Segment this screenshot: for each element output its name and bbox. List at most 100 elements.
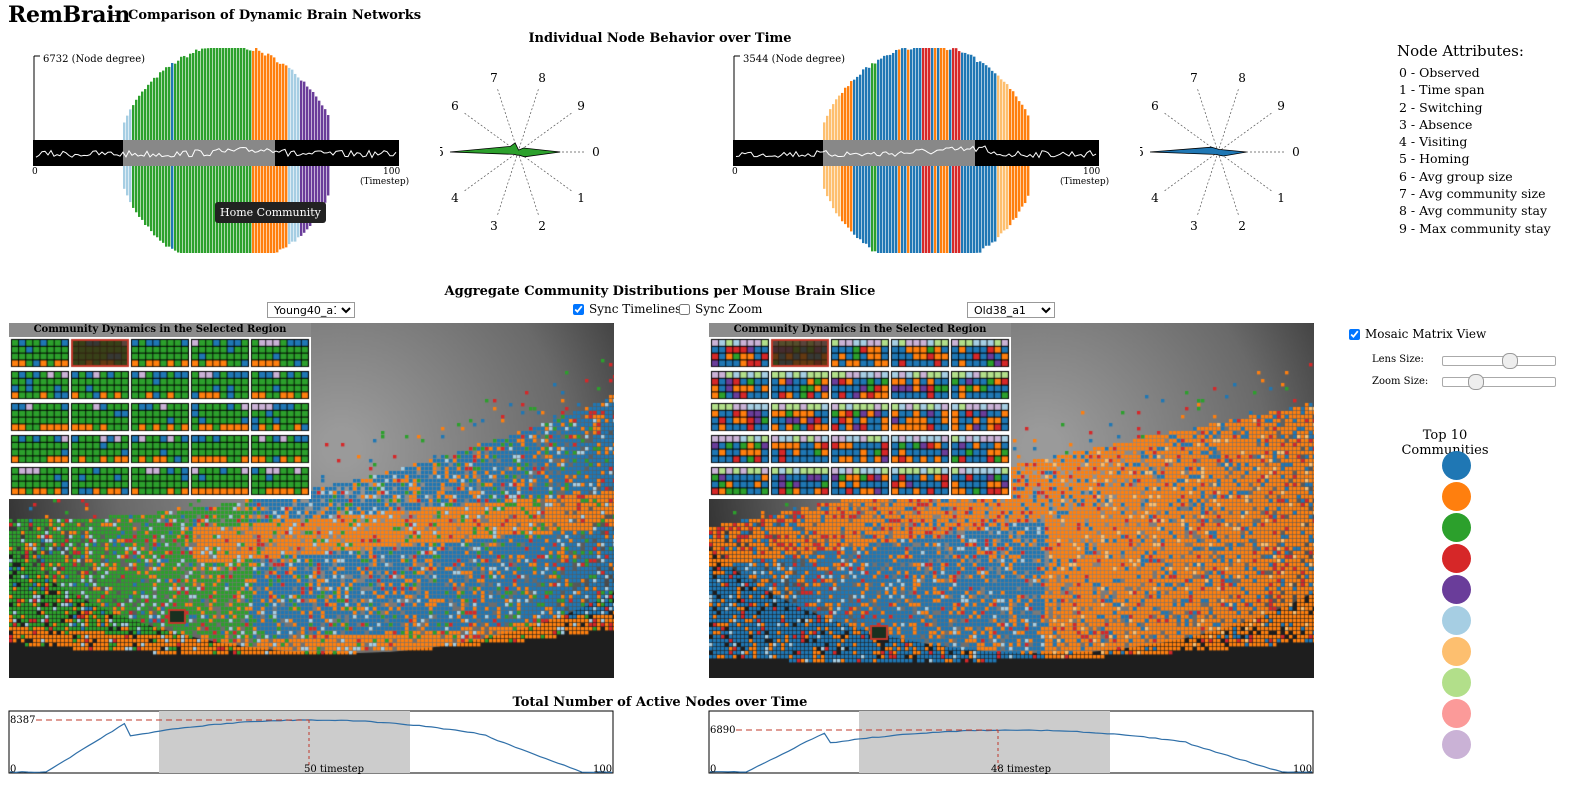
degree-bar bbox=[835, 166, 838, 214]
degree-bar bbox=[889, 166, 892, 253]
degree-bar bbox=[916, 48, 919, 140]
left-active-x-end: 100 bbox=[593, 764, 613, 775]
right-mosaic-panel: Community Dynamics in the Selected Regio… bbox=[709, 323, 1011, 499]
degree-bar bbox=[961, 166, 964, 253]
degree-bar bbox=[132, 166, 135, 208]
degree-bar bbox=[946, 166, 949, 253]
degree-bar bbox=[201, 48, 204, 140]
community-dot-8[interactable] bbox=[1442, 668, 1471, 697]
left-active-nodes-chart[interactable] bbox=[8, 710, 616, 776]
degree-bar bbox=[838, 166, 841, 217]
degree-bar bbox=[958, 51, 961, 140]
degree-bar bbox=[940, 166, 943, 253]
community-dot-1[interactable] bbox=[1442, 451, 1471, 480]
radar-axis-label: 6 bbox=[451, 99, 459, 113]
degree-bar bbox=[156, 77, 159, 140]
degree-bar bbox=[132, 105, 135, 140]
degree-bar bbox=[967, 54, 970, 140]
degree-bar bbox=[300, 166, 303, 236]
degree-bar bbox=[886, 55, 889, 141]
mosaic-matrix-view-input[interactable] bbox=[1349, 328, 1360, 340]
degree-bar bbox=[907, 166, 910, 253]
lens-size-slider[interactable] bbox=[1442, 353, 1556, 369]
degree-bar bbox=[198, 166, 201, 253]
degree-bar bbox=[237, 48, 240, 140]
left-brain-slice-view[interactable]: Community Dynamics in the Selected Regio… bbox=[9, 323, 614, 678]
degree-bar bbox=[862, 166, 865, 244]
community-dot-9[interactable] bbox=[1442, 699, 1471, 728]
active-nodes-brush[interactable] bbox=[859, 711, 1110, 773]
degree-bar bbox=[315, 96, 318, 140]
zoom-size-knob[interactable] bbox=[1467, 374, 1484, 390]
degree-bar bbox=[168, 66, 171, 140]
degree-bar bbox=[300, 80, 303, 140]
community-dot-4[interactable] bbox=[1442, 544, 1471, 573]
attr-item: 2 - Switching bbox=[1399, 99, 1483, 115]
left-mosaic-panel: Community Dynamics in the Selected Regio… bbox=[9, 323, 311, 499]
radar-axis-label: 8 bbox=[1238, 71, 1246, 85]
degree-bar bbox=[844, 87, 847, 140]
right-max-degree-label: 3544 (Node degree) bbox=[743, 54, 846, 65]
degree-bar bbox=[901, 48, 904, 140]
sync-timelines-checkbox[interactable]: Sync Timelines bbox=[573, 302, 681, 316]
degree-bar bbox=[829, 109, 832, 140]
community-dot-5[interactable] bbox=[1442, 575, 1471, 604]
degree-bar bbox=[189, 53, 192, 140]
sync-zoom-input[interactable] bbox=[679, 303, 690, 315]
mosaic-matrix-view-checkbox[interactable]: Mosaic Matrix View bbox=[1349, 327, 1486, 341]
degree-bar bbox=[324, 166, 327, 203]
degree-bar bbox=[144, 166, 147, 226]
degree-bar bbox=[964, 52, 967, 141]
degree-bar bbox=[1009, 88, 1012, 140]
degree-bar bbox=[883, 55, 886, 140]
sync-zoom-checkbox[interactable]: Sync Zoom bbox=[679, 302, 762, 316]
degree-bar bbox=[135, 99, 138, 140]
zoom-size-label: Zoom Size: bbox=[1372, 376, 1429, 387]
degree-bar bbox=[949, 49, 952, 141]
degree-bar bbox=[285, 65, 288, 140]
right-timeline-line bbox=[735, 145, 1097, 159]
community-dot-2[interactable] bbox=[1442, 482, 1471, 511]
left-peak-label: 8387 bbox=[10, 715, 36, 726]
degree-bar bbox=[138, 95, 141, 140]
degree-bar bbox=[309, 166, 312, 226]
degree-bar bbox=[1003, 81, 1006, 140]
left-x-end: 100 bbox=[383, 167, 401, 177]
community-dot-6[interactable] bbox=[1442, 606, 1471, 635]
community-dot-3[interactable] bbox=[1442, 513, 1471, 542]
degree-bar bbox=[279, 63, 282, 140]
degree-bar bbox=[931, 166, 934, 253]
right-slice-select[interactable]: Old38_a1 bbox=[967, 302, 1055, 318]
right-brain-slice-view[interactable]: Community Dynamics in the Selected Regio… bbox=[709, 323, 1314, 678]
degree-bar bbox=[291, 69, 294, 140]
left-mosaic-matrix[interactable] bbox=[9, 337, 311, 499]
sync-timelines-input[interactable] bbox=[573, 303, 584, 315]
degree-bar bbox=[186, 57, 189, 140]
degree-bar bbox=[195, 49, 198, 140]
degree-bar bbox=[952, 48, 955, 140]
degree-bar bbox=[1024, 109, 1027, 140]
degree-bar bbox=[207, 166, 210, 253]
degree-bar bbox=[949, 166, 952, 253]
aggregate-title: Aggregate Community Distributions per Mo… bbox=[444, 284, 876, 299]
node-behavior-title: Individual Node Behavior over Time bbox=[528, 31, 792, 46]
zoom-size-slider[interactable] bbox=[1442, 374, 1556, 390]
lens-size-knob[interactable] bbox=[1501, 353, 1518, 369]
degree-bar bbox=[901, 166, 904, 253]
community-dot-10[interactable] bbox=[1442, 730, 1471, 759]
right-mosaic-matrix[interactable] bbox=[709, 337, 1011, 499]
left-slice-select[interactable]: Young40_a1 bbox=[267, 302, 355, 318]
right-active-nodes-chart[interactable] bbox=[708, 710, 1316, 776]
community-dot-7[interactable] bbox=[1442, 637, 1471, 666]
degree-bar bbox=[171, 166, 174, 249]
degree-bar bbox=[243, 48, 246, 140]
radar-axis-label: 7 bbox=[490, 71, 498, 85]
degree-bar bbox=[321, 166, 324, 209]
degree-bar bbox=[877, 59, 880, 140]
right-node-degree-chart[interactable] bbox=[728, 48, 1108, 253]
left-active-x-start: 0 bbox=[10, 764, 17, 775]
attr-item: 1 - Time span bbox=[1399, 82, 1485, 98]
degree-bar bbox=[979, 61, 982, 140]
radar-axis-label: 3 bbox=[490, 219, 498, 233]
degree-bar bbox=[931, 48, 934, 140]
